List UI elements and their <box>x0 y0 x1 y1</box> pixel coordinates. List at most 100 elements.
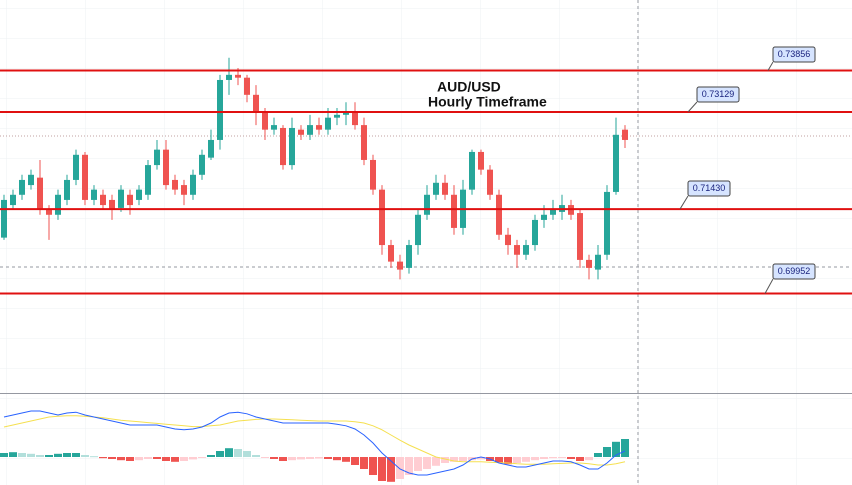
candle-body <box>604 191 610 255</box>
histogram-bar <box>252 455 260 457</box>
macd-line <box>3 410 626 476</box>
candle-body <box>82 154 88 200</box>
histogram-bar <box>279 457 287 461</box>
candle-body <box>235 74 241 78</box>
histogram-bar <box>594 453 602 457</box>
level-label-box <box>772 46 816 63</box>
histogram-bar <box>234 449 242 457</box>
histogram-bar <box>378 457 386 481</box>
candle-body <box>379 189 385 246</box>
chart-title: AUD/USD <box>437 79 501 95</box>
histogram-bar <box>18 453 26 457</box>
candle-body <box>469 151 475 190</box>
histogram-bar <box>261 457 269 458</box>
signal-line <box>3 415 626 466</box>
candle-body <box>262 111 268 130</box>
candle-body <box>181 185 187 195</box>
candle-body <box>505 234 511 246</box>
candle-body <box>172 179 178 190</box>
candle-body <box>190 174 196 195</box>
candle-body <box>586 259 592 268</box>
candle-body <box>37 177 43 210</box>
candle-body <box>271 125 277 130</box>
histogram-bar <box>198 457 206 458</box>
histogram-bar <box>351 457 359 465</box>
candle-body <box>1 199 7 238</box>
candle-body <box>316 125 322 130</box>
candle-body <box>154 149 160 166</box>
histogram-bar <box>612 441 620 457</box>
histogram-bar <box>72 453 80 457</box>
candle-body <box>352 111 358 126</box>
candle-body <box>550 209 556 215</box>
histogram-bar <box>450 457 458 462</box>
histogram-bar <box>531 457 539 461</box>
histogram-bar <box>396 457 404 479</box>
levels: 0.73856 0.73129 0.71430 0.69952 <box>0 46 852 295</box>
candle-body <box>424 194 430 215</box>
histogram-bar <box>54 453 62 457</box>
candle-body <box>487 169 493 195</box>
candle-body <box>523 245 529 255</box>
candle-body <box>325 117 331 130</box>
histogram-bar <box>99 457 107 459</box>
histogram-bar <box>459 457 467 461</box>
histogram-bar <box>477 457 485 460</box>
candle-body <box>307 125 313 135</box>
histogram-bar <box>0 453 8 457</box>
candle-body <box>388 245 394 262</box>
histogram-bar <box>108 457 116 459</box>
histogram-bar <box>342 457 350 462</box>
candle-body <box>244 77 250 95</box>
candle-body <box>100 194 106 206</box>
level-leader <box>687 101 698 113</box>
candle-body <box>145 165 151 195</box>
histogram-bar <box>126 457 134 461</box>
candle-body <box>532 219 538 246</box>
histogram-bar <box>153 457 161 459</box>
histogram-bar <box>81 455 89 457</box>
histogram-bar <box>9 452 17 457</box>
candle-body <box>208 139 214 158</box>
histogram-bar <box>558 457 566 458</box>
histogram-bar <box>423 457 431 469</box>
candle-body <box>109 199 115 210</box>
macd-pane <box>0 410 629 482</box>
histogram-bar <box>63 453 71 457</box>
candle-body <box>280 127 286 166</box>
candle-body <box>613 134 619 192</box>
candle-body <box>226 74 232 80</box>
candle-body <box>622 129 628 140</box>
histogram-bar <box>603 447 611 457</box>
histogram-bar <box>540 457 548 459</box>
histogram-bar <box>324 457 332 459</box>
candle-body <box>406 245 412 268</box>
candle-body <box>298 129 304 135</box>
histogram-bar <box>522 457 530 462</box>
histogram-bar <box>216 451 224 457</box>
candle-body <box>199 154 205 175</box>
candle-body <box>136 189 142 200</box>
candle-body <box>577 213 583 260</box>
histogram-bar <box>297 457 305 460</box>
candle-body <box>64 179 70 200</box>
candle-body <box>478 151 484 170</box>
histogram-bar <box>171 457 179 462</box>
candle-body <box>334 114 340 118</box>
histogram-bar <box>567 457 575 459</box>
candle-body <box>127 194 133 206</box>
candle-body <box>442 182 448 195</box>
histogram-bar <box>576 457 584 461</box>
histogram-bar <box>504 457 512 465</box>
level-label-box <box>687 180 731 197</box>
candle-body <box>217 79 223 140</box>
histogram-bar <box>441 457 449 463</box>
candle-body <box>91 189 97 200</box>
histogram-bar <box>135 457 143 461</box>
candle-body <box>55 194 61 215</box>
candle-body <box>370 159 376 190</box>
histogram-bar <box>306 457 314 459</box>
histogram-bar <box>243 451 251 457</box>
candle-body <box>343 111 349 115</box>
level-leader <box>767 61 774 71</box>
